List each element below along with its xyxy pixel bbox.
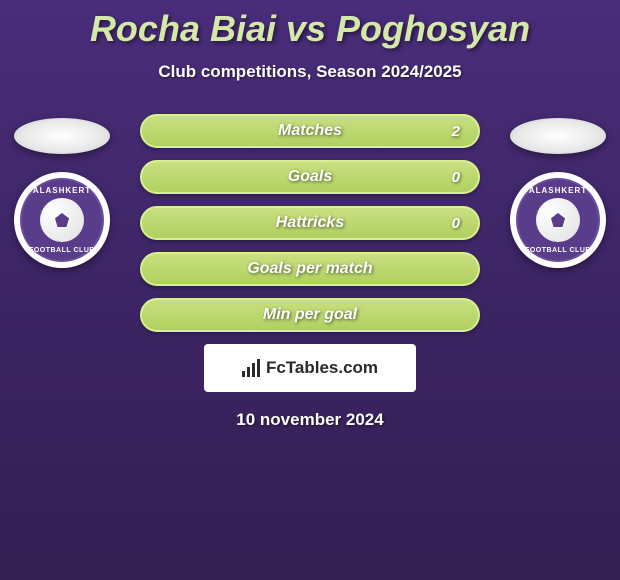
subtitle: Club competitions, Season 2024/2025 <box>0 62 620 82</box>
badge-bottom-text: FOOTBALL CLUB <box>525 247 591 254</box>
badge-top-text: ALASHKERT <box>529 186 587 195</box>
page-title: Rocha Biai vs Poghosyan <box>0 8 620 50</box>
player-left-badge: ALASHKERT FOOTBALL CLUB <box>14 172 110 268</box>
badge-top-text: ALASHKERT <box>33 186 91 195</box>
player-right: ALASHKERT FOOTBALL CLUB <box>508 118 608 268</box>
player-right-badge: ALASHKERT FOOTBALL CLUB <box>510 172 606 268</box>
comparison-card: Rocha Biai vs Poghosyan Club competition… <box>0 0 620 430</box>
bar-chart-icon <box>242 359 260 377</box>
stats-list: Matches 2 Goals 0 Hattricks 0 Goals per … <box>140 114 480 332</box>
badge-bottom-text: FOOTBALL CLUB <box>29 247 95 254</box>
stat-label: Matches <box>278 122 342 140</box>
stat-row-matches: Matches 2 <box>140 114 480 148</box>
stat-row-goals-per-match: Goals per match <box>140 252 480 286</box>
stat-label: Hattricks <box>276 214 344 232</box>
player-right-ellipse <box>510 118 606 154</box>
soccer-ball-icon <box>40 198 84 242</box>
stat-label: Min per goal <box>263 306 357 324</box>
brand-text: FcTables.com <box>266 358 378 378</box>
date-text: 10 november 2024 <box>0 410 620 430</box>
stat-value: 0 <box>452 169 460 186</box>
stat-label: Goals per match <box>247 260 372 278</box>
badge-inner: ALASHKERT FOOTBALL CLUB <box>20 178 104 262</box>
soccer-ball-icon <box>536 198 580 242</box>
player-left-ellipse <box>14 118 110 154</box>
stat-label: Goals <box>288 168 332 186</box>
stat-value: 0 <box>452 215 460 232</box>
fctables-brand[interactable]: FcTables.com <box>204 344 416 392</box>
stat-value: 2 <box>452 123 460 140</box>
stat-row-min-per-goal: Min per goal <box>140 298 480 332</box>
player-left: ALASHKERT FOOTBALL CLUB <box>12 118 112 268</box>
stat-row-hattricks: Hattricks 0 <box>140 206 480 240</box>
stat-row-goals: Goals 0 <box>140 160 480 194</box>
badge-inner: ALASHKERT FOOTBALL CLUB <box>516 178 600 262</box>
